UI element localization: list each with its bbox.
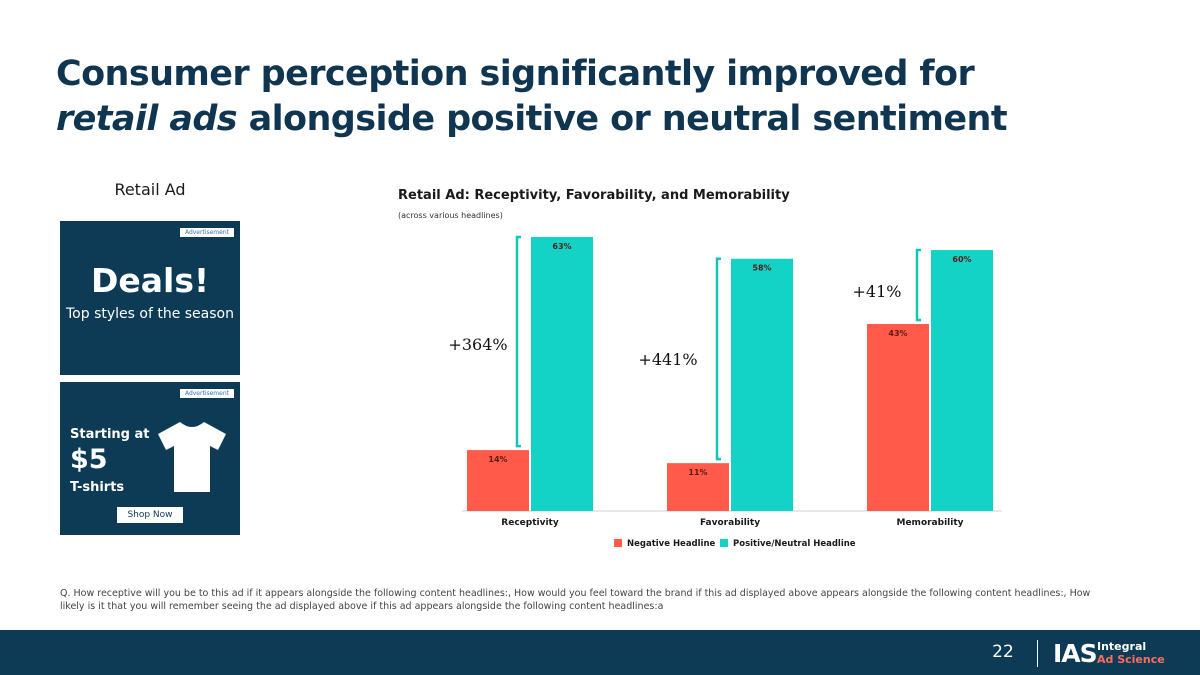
data-label: 43%	[888, 329, 907, 338]
title-emphasis: retail ads	[56, 99, 238, 139]
change-annotation: +41%	[853, 282, 902, 301]
tshirt-icon	[158, 422, 226, 492]
chart-subtitle: (across various headlines)	[398, 211, 503, 220]
deals-subtext: Top styles of the season	[66, 306, 234, 322]
deals-headline: Deals!	[90, 261, 210, 300]
change-bracket	[515, 235, 521, 448]
legend-swatch	[720, 539, 728, 547]
logo-line-1: Integral	[1097, 640, 1147, 653]
page-title: Consumer perception significantly improv…	[56, 52, 1056, 142]
x-tick-label: Memorability	[897, 518, 964, 528]
ias-logo-text: Integral Ad Science	[1097, 640, 1165, 666]
survey-question-footnote: Q. How receptive will you be to this ad …	[60, 588, 1091, 612]
bar-negative-memorability	[867, 323, 929, 511]
data-label: 11%	[688, 468, 707, 477]
deals-ad: Advertisement Deals! Top styles of the s…	[60, 221, 240, 375]
chart-title: Retail Ad: Receptivity, Favorability, an…	[398, 188, 790, 203]
shop-now-button[interactable]: Shop Now	[117, 507, 183, 523]
page-number: 22	[992, 642, 1014, 662]
tshirt-ad: Advertisement Starting at $5 T-shirts Sh…	[60, 382, 240, 535]
ias-logo-mark: IAS	[1053, 639, 1098, 668]
bar-negative-favorability	[667, 463, 729, 511]
ad-panel-label: Retail Ad	[114, 180, 186, 199]
legend-entry: Positive/Neutral Headline	[733, 539, 856, 549]
data-label: 14%	[488, 455, 507, 464]
change-annotation: +441%	[638, 350, 697, 369]
data-label: 58%	[752, 264, 771, 273]
bar-negative-receptivity	[467, 450, 529, 511]
change-bracket	[915, 248, 921, 322]
footer-divider	[1037, 640, 1038, 667]
price-text: $5	[70, 444, 108, 475]
advertisement-tag: Advertisement	[179, 228, 234, 237]
footer-bar: 22 IAS Integral Ad Science	[0, 630, 1200, 675]
bar-positive-favorability	[731, 258, 793, 511]
title-line-1: Consumer perception significantly improv…	[56, 54, 975, 94]
logo-line-2: Ad Science	[1097, 653, 1165, 666]
bar-positive-memorability	[931, 250, 993, 512]
change-annotation: +364%	[448, 335, 507, 354]
change-bracket	[715, 257, 721, 461]
title-line-2: alongside positive or neutral sentiment	[237, 99, 1008, 139]
x-tick-label: Receptivity	[501, 518, 559, 528]
x-tick-label: Favorability	[700, 518, 760, 528]
advertisement-tag: Advertisement	[179, 389, 234, 398]
bar-positive-receptivity	[531, 237, 593, 511]
data-label: 63%	[552, 242, 571, 251]
legend-entry: Negative Headline	[627, 539, 716, 549]
product-text: T-shirts	[70, 480, 125, 495]
data-label: 60%	[952, 255, 971, 264]
legend-swatch	[614, 539, 622, 547]
ias-logo: IAS	[1053, 639, 1098, 668]
starting-at-text: Starting at	[70, 427, 150, 442]
